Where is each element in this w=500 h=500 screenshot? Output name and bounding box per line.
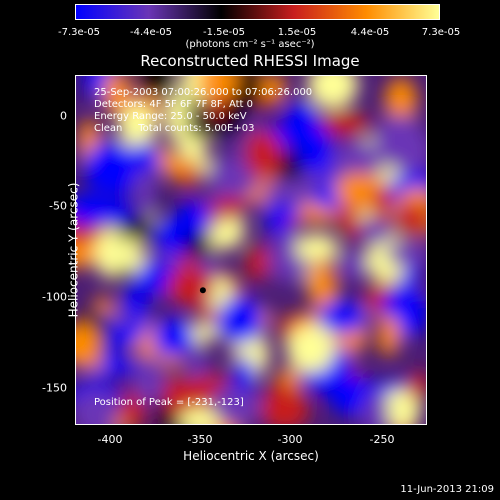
heatmap-cell xyxy=(183,231,213,257)
heatmap-cell xyxy=(373,114,425,167)
y-tick-label: -50 xyxy=(49,199,67,213)
colorbar xyxy=(75,4,440,20)
colorbar-tick: 7.3e-05 xyxy=(421,27,461,38)
y-tick-label: 0 xyxy=(60,109,67,123)
heatmap-cell xyxy=(211,382,262,424)
heatmap-cell xyxy=(244,129,282,179)
heatmap-cell xyxy=(165,267,214,306)
colorbar-tick: -7.3e-05 xyxy=(58,27,100,38)
heatmap-cell xyxy=(392,202,426,235)
x-tick-label: -350 xyxy=(187,433,213,446)
info-line-energy: Energy Range: 25.0 - 50.0 keV xyxy=(94,111,247,122)
heatmap-cell xyxy=(110,324,143,347)
heatmap-cell xyxy=(132,167,157,218)
heatmap-cell xyxy=(117,104,158,149)
heatmap-cell xyxy=(262,178,316,206)
heatmap-cell xyxy=(233,356,256,392)
heatmap-cell xyxy=(123,237,144,274)
heatmap-cell xyxy=(371,184,394,222)
colorbar-tick: -1.5e-05 xyxy=(203,27,245,38)
heatmap-cell xyxy=(378,315,400,357)
heatmap-cell xyxy=(129,141,161,181)
heatmap-cell xyxy=(139,76,175,98)
heatmap-cell xyxy=(317,111,371,136)
heatmap-cell xyxy=(162,375,191,417)
heatmap-cell xyxy=(361,389,390,424)
heatmap-cell xyxy=(384,77,417,125)
heatmap-cell xyxy=(295,233,340,263)
heatmap-cell xyxy=(152,316,195,358)
x-tick-label: -250 xyxy=(369,433,395,446)
heatmap-cell xyxy=(317,299,367,334)
chart-title: Reconstructed RHESSI Image xyxy=(140,52,360,70)
colorbar-tick: 4.4e-05 xyxy=(350,27,390,38)
heatmap-cell xyxy=(255,76,287,101)
heatmap-cell xyxy=(76,193,114,226)
heatmap-cell xyxy=(83,140,137,195)
heatmap-cell xyxy=(183,375,217,414)
heatmap-cell xyxy=(307,76,359,110)
heatmap-cell xyxy=(94,226,125,279)
heatmap-cell xyxy=(163,158,191,180)
heatmap-cell xyxy=(358,217,392,245)
colorbar-tick: 1.5e-05 xyxy=(277,27,317,38)
y-axis-label: Heliocentric Y (arcsec) xyxy=(66,182,81,318)
colorbar-tick: -4.4e-05 xyxy=(130,27,172,38)
timestamp: 11-Jun-2013 21:09 xyxy=(400,484,494,495)
info-line-detectors: Detectors: 4F 5F 6F 7F 8F, Att 0 xyxy=(94,99,254,110)
x-axis-label: Heliocentric X (arcsec) xyxy=(183,449,319,463)
heatmap-cell xyxy=(309,259,336,315)
heatmap-cell xyxy=(76,322,101,368)
heatmap-cell xyxy=(266,379,293,421)
info-line-time: 25-Sep-2003 07:00:26.000 to 07:06:26.000 xyxy=(94,87,313,98)
y-tick-label: -100 xyxy=(42,290,67,304)
info-line-clean: Clean Total counts: 5.00E+03 xyxy=(94,123,255,134)
info-box: 25-Sep-2003 07:00:26.000 to 07:06:26.000… xyxy=(94,87,312,135)
heatmap-cell xyxy=(407,371,426,401)
heatmap-cell xyxy=(337,248,368,282)
heatmap-cell xyxy=(298,122,332,174)
x-tick-label: -300 xyxy=(277,433,303,446)
heatmap-cell xyxy=(197,76,239,100)
peak-position-label: Position of Peak = [-231,-123] xyxy=(94,397,244,408)
heatmap-cell xyxy=(76,388,118,424)
heatmap-cell xyxy=(293,323,335,373)
heatmap-image xyxy=(76,76,426,424)
x-tick-label: -400 xyxy=(97,433,123,446)
heatmap-cell xyxy=(102,76,132,116)
heatmap-cell xyxy=(246,244,269,282)
heatmap-cell xyxy=(184,114,224,139)
heatmap-cell xyxy=(179,407,219,424)
heatmap-cell xyxy=(217,295,264,345)
heatmap-cell xyxy=(133,355,165,405)
peak-marker xyxy=(199,287,206,294)
heatmap-cell xyxy=(187,201,211,237)
heatmap-cell xyxy=(207,154,260,198)
plot-area xyxy=(75,75,427,425)
colorbar-unit: (photons cm⁻² s⁻¹ asec⁻²) xyxy=(185,39,315,50)
y-tick-label: -150 xyxy=(42,381,67,395)
heatmap-cell xyxy=(386,240,426,267)
